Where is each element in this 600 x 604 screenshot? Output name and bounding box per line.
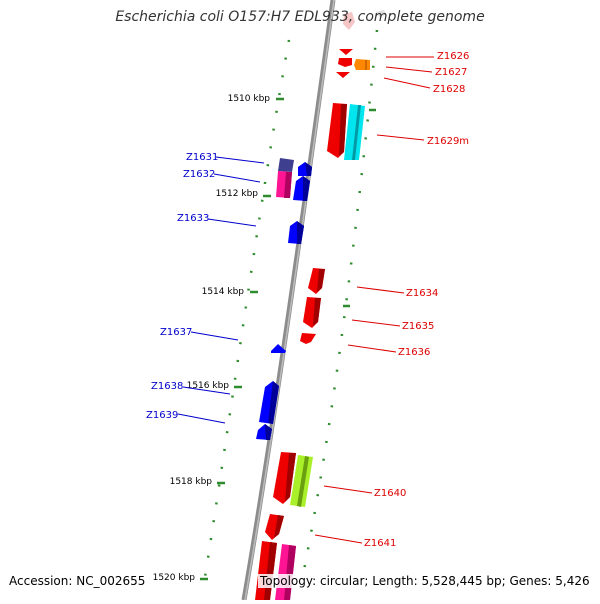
inner-dotted-ring xyxy=(298,29,379,591)
gene-z1638-shade xyxy=(268,381,279,424)
genome-title: Escherichia coli O157:H7 EDL933, complet… xyxy=(115,9,485,25)
gene-arrow-z1628[interactable] xyxy=(336,72,350,78)
reverse-leader-lines xyxy=(314,56,434,544)
gene-label-z1636[interactable]: Z1636 xyxy=(398,347,430,358)
scale-label-1518: 1518 kbp xyxy=(170,477,213,487)
gene-z1640-shade xyxy=(297,456,309,507)
scale-tick-marks xyxy=(200,97,376,581)
gene-label-z1639[interactable]: Z1639 xyxy=(146,410,178,421)
accession-text: Accession: NC_002655 xyxy=(7,574,148,588)
scale-label-1516: 1516 kbp xyxy=(187,381,230,391)
scale-label-1510: 1510 kbp xyxy=(228,94,271,104)
scale-label-1520: 1520 kbp xyxy=(153,573,196,583)
scale-label-1512: 1512 kbp xyxy=(216,189,259,199)
gene-label-z1632[interactable]: Z1632 xyxy=(183,169,215,180)
gene-z1635-shade xyxy=(313,298,321,326)
gene-arrow-z1637[interactable] xyxy=(271,344,286,353)
gene-arrow-z1629m[interactable] xyxy=(344,104,365,160)
gene-label-z1637[interactable]: Z1637 xyxy=(160,327,192,338)
gene-label-z1626[interactable]: Z1626 xyxy=(437,51,469,62)
gene-label-z1633[interactable]: Z1633 xyxy=(177,213,209,224)
gene-z1641-shade xyxy=(274,515,284,538)
topology-text: Topology: circular; Length: 5,528,445 bp… xyxy=(258,574,592,588)
gene-label-z1638[interactable]: Z1638 xyxy=(151,381,183,392)
genome-backbone xyxy=(241,0,336,601)
gene-z1632b-shade xyxy=(303,176,310,201)
gene-arrow-z1627[interactable] xyxy=(354,59,370,70)
gene-z1629-red-shade xyxy=(339,104,347,156)
gene-z1633-shade xyxy=(297,221,304,244)
gene-label-z1635[interactable]: Z1635 xyxy=(402,321,434,332)
gene-label-z1629m[interactable]: Z1629m xyxy=(427,136,469,147)
gene-arrow-z1626[interactable] xyxy=(339,49,353,55)
gene-arrow-z1631-block[interactable] xyxy=(278,158,294,172)
gene-arrow-z1636[interactable] xyxy=(300,333,316,344)
genome-backbone-highlight xyxy=(244,0,335,601)
gene-z1631-shade xyxy=(305,162,312,176)
gene-z1639-shade xyxy=(265,424,272,440)
scale-label-1514: 1514 kbp xyxy=(202,287,245,297)
gene-z1640-red-shade xyxy=(285,453,296,502)
gene-label-z1634[interactable]: Z1634 xyxy=(406,288,438,299)
gene-z1629m-shade xyxy=(352,105,361,160)
gene-z1634-shade xyxy=(317,269,325,292)
forward-leader-lines xyxy=(177,156,265,424)
gene-arrow-z1627a[interactable] xyxy=(338,58,352,67)
gene-z1632-shade xyxy=(284,172,292,198)
outer-dotted-ring xyxy=(201,39,291,591)
gene-label-z1628[interactable]: Z1628 xyxy=(433,84,465,95)
gene-label-z1640[interactable]: Z1640 xyxy=(374,488,406,499)
gene-faint-top-2[interactable] xyxy=(376,10,386,18)
gene-label-z1627[interactable]: Z1627 xyxy=(435,67,467,78)
gene-label-z1641[interactable]: Z1641 xyxy=(364,538,396,549)
gene-label-z1631[interactable]: Z1631 xyxy=(186,152,218,163)
gene-faint-top[interactable] xyxy=(343,12,355,30)
forward-strand-genes xyxy=(256,158,312,440)
